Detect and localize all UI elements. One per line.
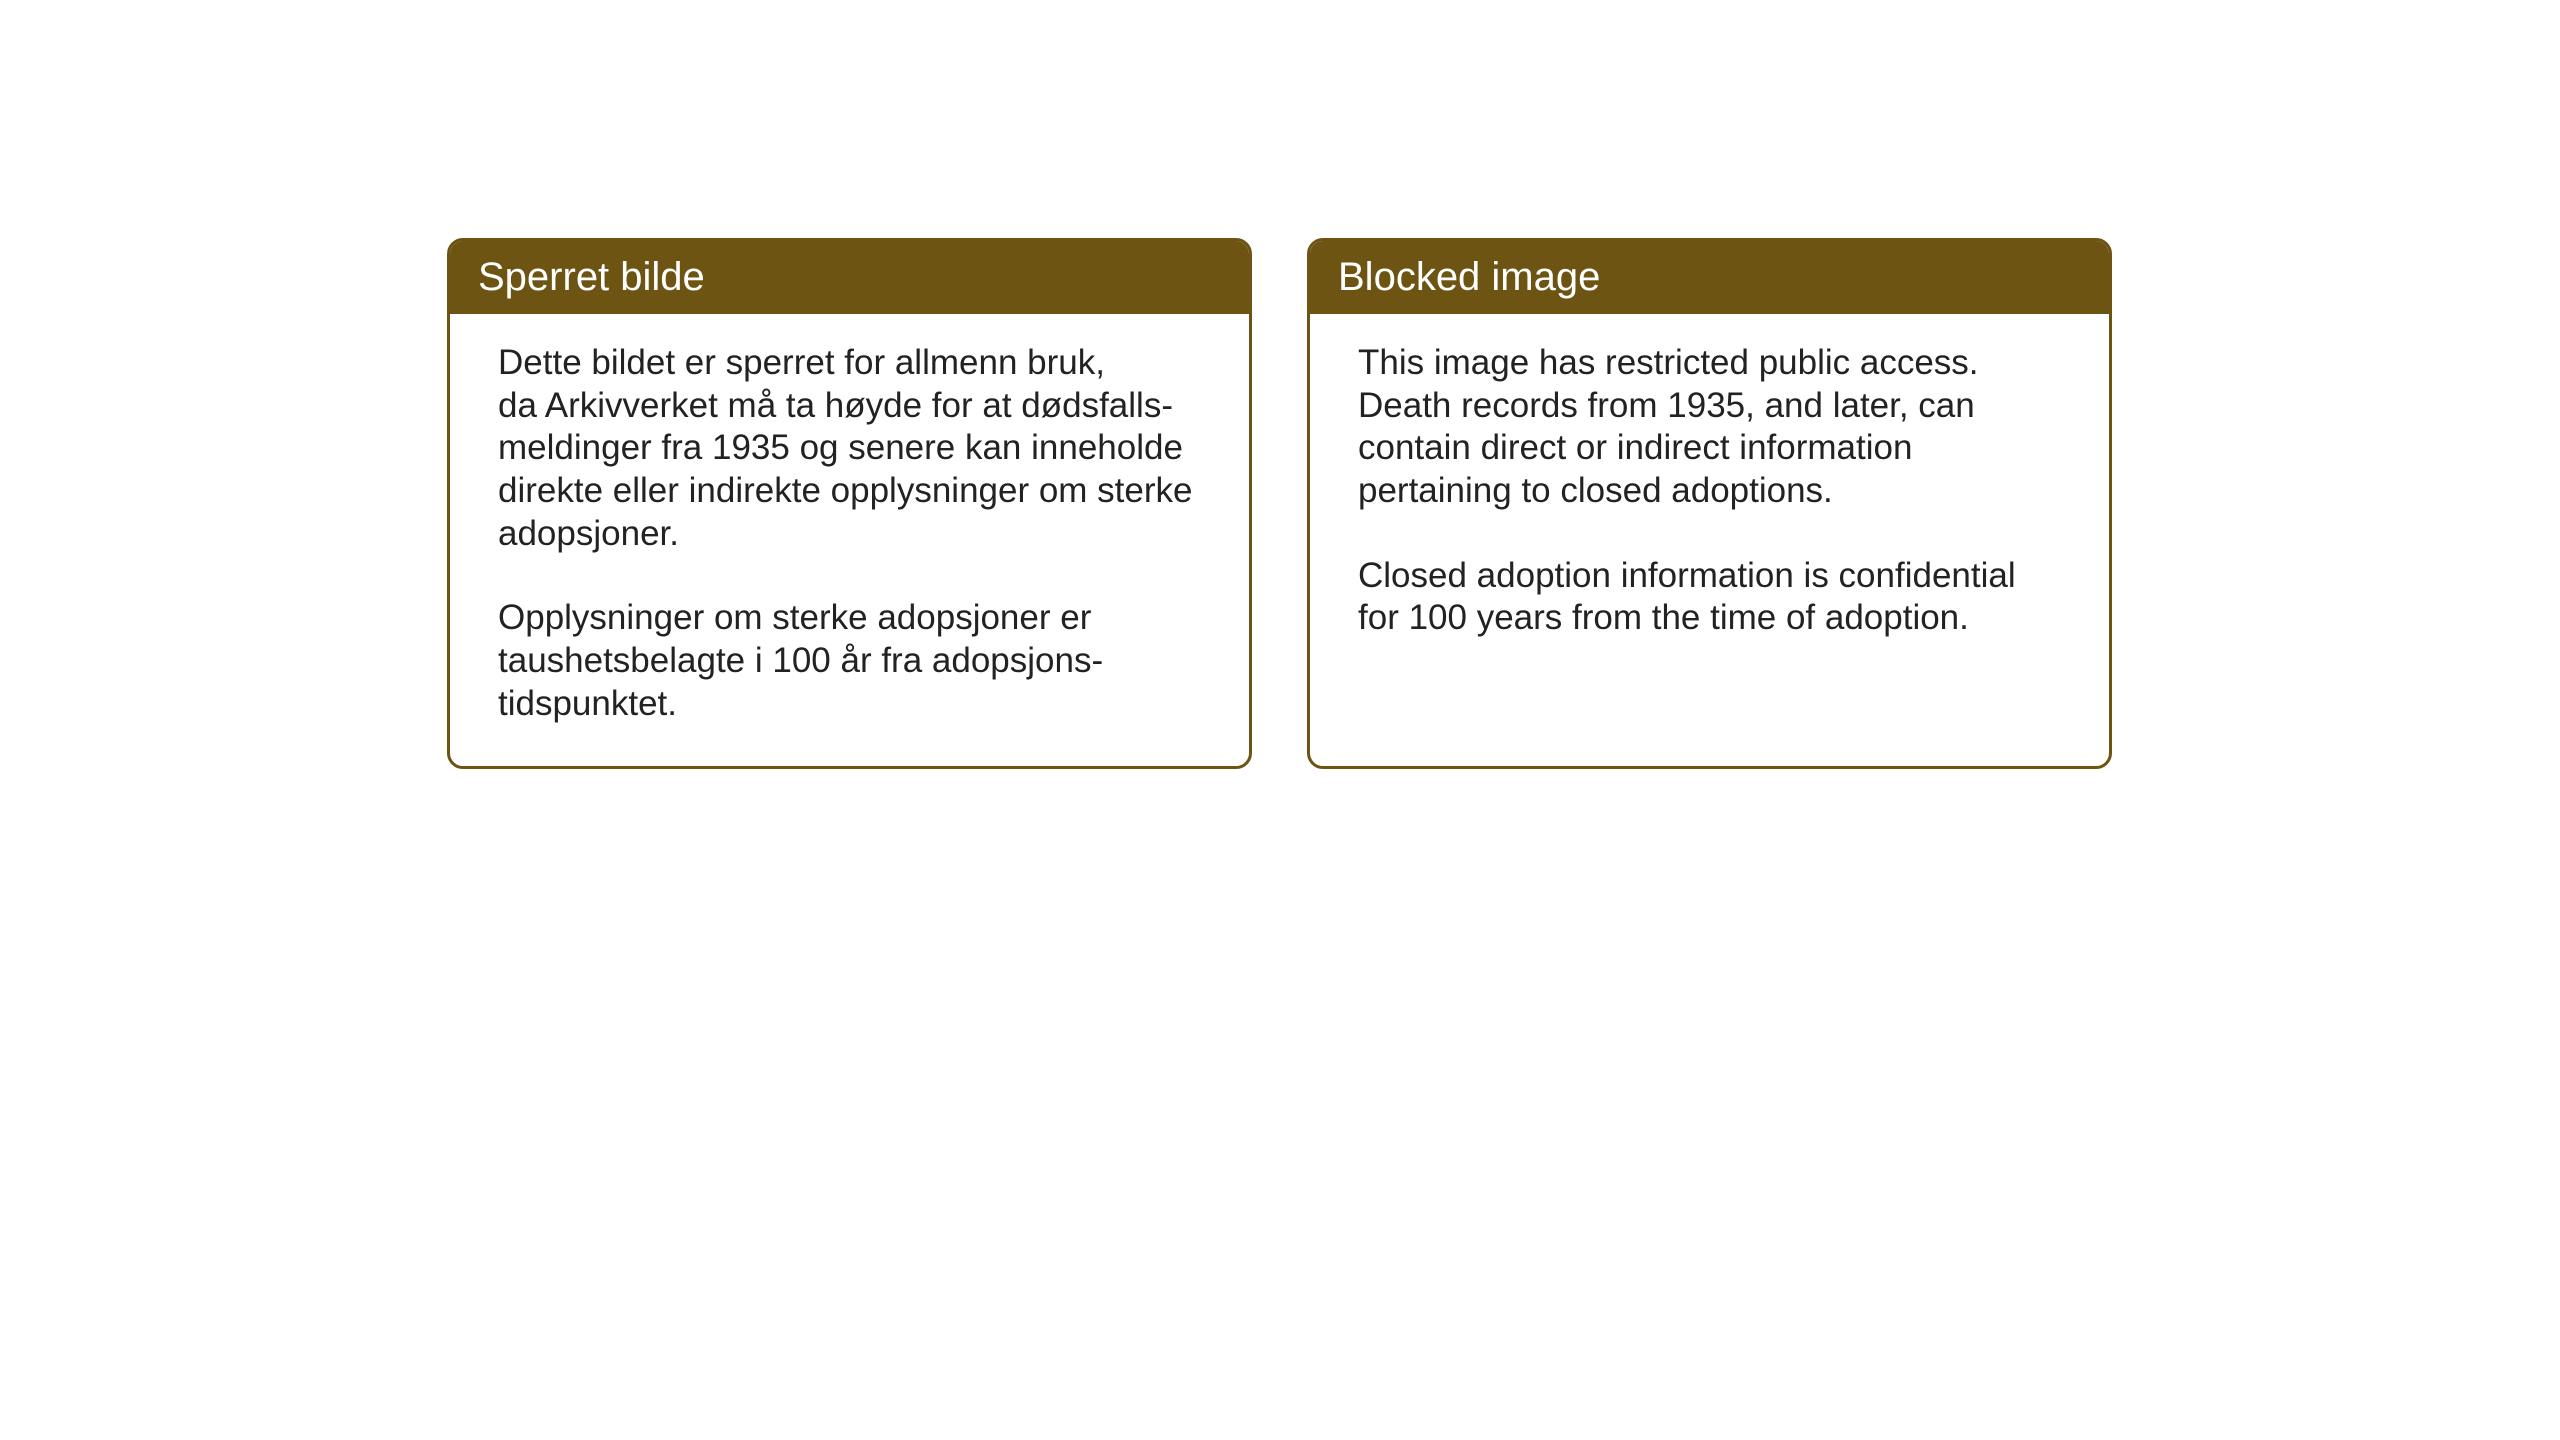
card-norwegian-title: Sperret bilde — [478, 255, 705, 299]
card-norwegian-paragraph-2: Opplysninger om sterke adopsjoner er tau… — [498, 597, 1201, 725]
card-english-title: Blocked image — [1338, 255, 1600, 299]
cards-container: Sperret bilde Dette bildet er sperret fo… — [447, 238, 2112, 769]
card-english-body: This image has restricted public access.… — [1310, 314, 2109, 680]
card-norwegian: Sperret bilde Dette bildet er sperret fo… — [447, 238, 1252, 769]
card-english-paragraph-2: Closed adoption information is confident… — [1358, 555, 2061, 640]
card-norwegian-body: Dette bildet er sperret for allmenn bruk… — [450, 314, 1249, 766]
card-english-header: Blocked image — [1310, 241, 2109, 314]
card-english: Blocked image This image has restricted … — [1307, 238, 2112, 769]
card-norwegian-header: Sperret bilde — [450, 241, 1249, 314]
card-english-paragraph-1: This image has restricted public access.… — [1358, 342, 2061, 513]
card-norwegian-paragraph-1: Dette bildet er sperret for allmenn bruk… — [498, 342, 1201, 555]
